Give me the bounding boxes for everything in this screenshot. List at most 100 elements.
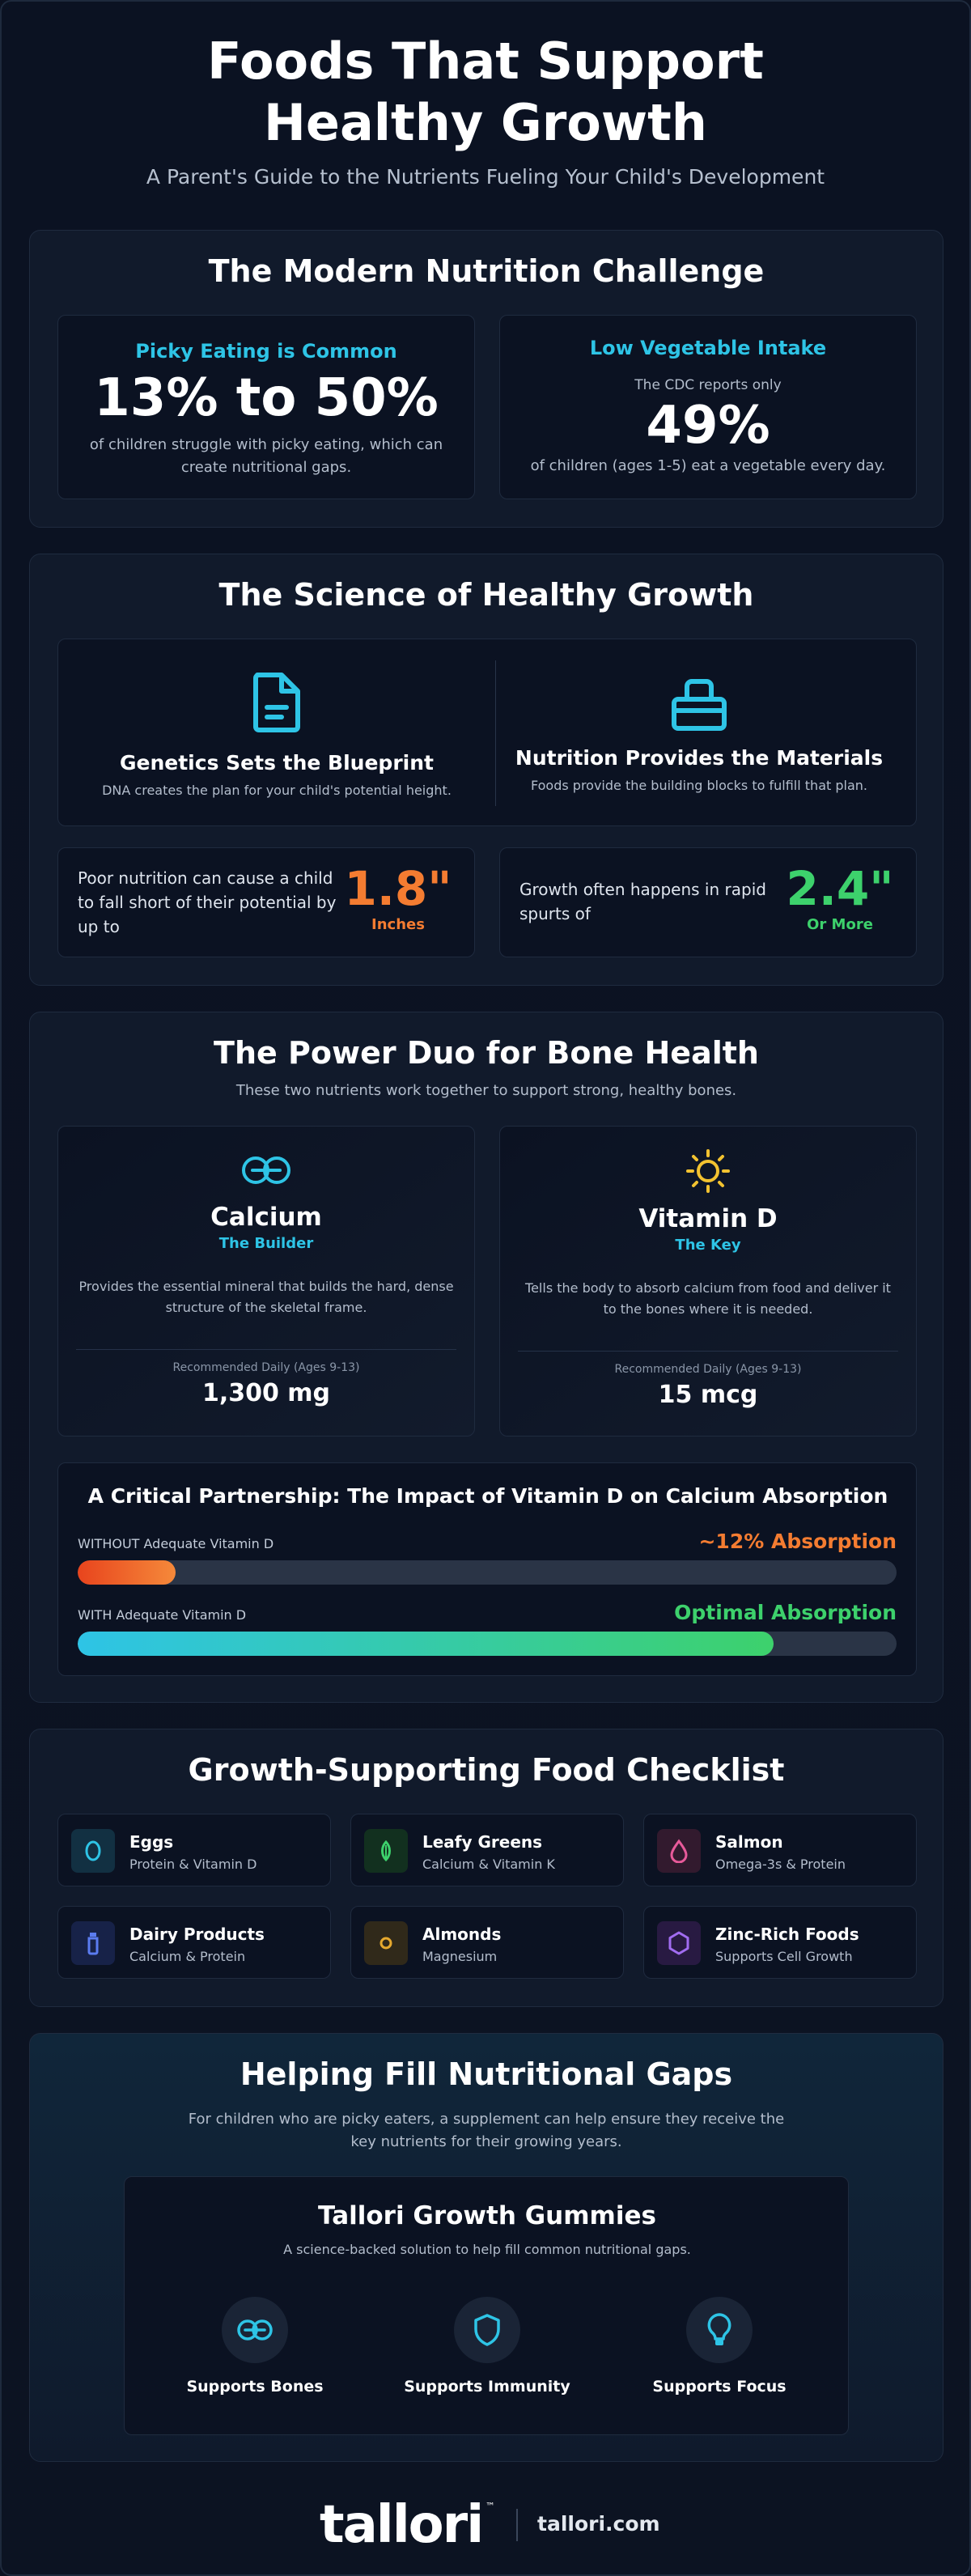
benefit-label: Supports Immunity <box>404 2378 570 2396</box>
veg-pre: The CDC reports only <box>634 377 782 393</box>
vitd-rec-label: Recommended Daily (Ages 9-13) <box>614 1363 802 1376</box>
picky-eating-card: Picky Eating is Common 13% to 50% of chi… <box>57 315 475 499</box>
nut-icon <box>364 1921 408 1965</box>
science-section: The Science of Healthy Growth Genetics S… <box>29 554 943 986</box>
food-card-salmon: Salmon Omega-3s & Protein <box>643 1814 917 1886</box>
food-name: Almonds <box>422 1925 502 1944</box>
calcium-role: The Builder <box>218 1235 314 1252</box>
vitd-divider <box>518 1351 898 1352</box>
genetics-title: Genetics Sets the Blueprint <box>120 751 434 774</box>
shortfall-unit: Inches <box>371 916 425 933</box>
calcium-divider <box>76 1349 456 1350</box>
gummies-card: Tallori Growth Gummies A science-backed … <box>124 2176 849 2435</box>
calcium-rec-label: Recommended Daily (Ages 9-13) <box>172 1361 360 1374</box>
food-desc: Calcium & Vitamin K <box>422 1857 555 1872</box>
benefit-immunity: Supports Immunity <box>382 2297 592 2396</box>
benefit-bones: Supports Bones <box>150 2297 360 2396</box>
shortfall-card: Poor nutrition can cause a child to fall… <box>57 847 475 957</box>
food-name: Zinc-Rich Foods <box>715 1925 859 1944</box>
checklist-section: Growth-Supporting Food Checklist Eggs Pr… <box>29 1729 943 2007</box>
food-name: Dairy Products <box>129 1925 265 1944</box>
food-desc: Protein & Vitamin D <box>129 1857 257 1872</box>
shield-icon <box>454 2297 520 2363</box>
vitd-desc: Tells the body to absorb calcium from fo… <box>525 1280 891 1317</box>
food-card-leafy-greens: Leafy Greens Calcium & Vitamin K <box>350 1814 624 1886</box>
nutrition-column: Nutrition Provides the Materials Foods p… <box>481 639 918 793</box>
gaps-title: Helping Fill Nutritional Gaps <box>240 2056 733 2092</box>
column-divider <box>495 660 496 806</box>
product-title: Tallori Growth Gummies <box>318 2201 656 2230</box>
veg-desc: of children (ages 1-5) eat a vegetable e… <box>530 457 886 474</box>
page-title: Foods That Support Healthy Growth <box>207 32 764 152</box>
leaf-icon <box>364 1829 408 1873</box>
food-card-almonds: Almonds Magnesium <box>350 1906 624 1979</box>
product-desc: A science-backed solution to help fill c… <box>283 2242 691 2257</box>
with-label: WITH Adequate Vitamin D <box>78 1607 247 1623</box>
picky-heading: Picky Eating is Common <box>135 340 397 363</box>
nutrition-desc: Foods provide the building blocks to ful… <box>531 778 867 793</box>
duo-title: The Power Duo for Bone Health <box>214 1035 759 1071</box>
food-desc: Magnesium <box>422 1949 498 1964</box>
document-icon <box>58 672 495 736</box>
drop-icon <box>657 1829 701 1873</box>
without-bar-track <box>78 1560 897 1585</box>
bottle-icon <box>71 1921 115 1965</box>
with-bar-track <box>78 1632 897 1656</box>
veg-stat: 49% <box>646 396 770 456</box>
food-name: Leafy Greens <box>422 1832 543 1852</box>
blueprint-card: Genetics Sets the Blueprint DNA creates … <box>57 639 917 826</box>
benefit-focus: Supports Focus <box>614 2297 825 2396</box>
challenge-title: The Modern Nutrition Challenge <box>208 253 765 289</box>
shortfall-text: Poor nutrition can cause a child to fall… <box>78 868 337 936</box>
food-name: Eggs <box>129 1832 174 1852</box>
vitd-role: The Key <box>675 1237 741 1254</box>
link-icon <box>222 2297 288 2363</box>
toolbox-icon <box>481 678 918 735</box>
food-card-eggs: Eggs Protein & Vitamin D <box>57 1814 331 1886</box>
partnership-card: A Critical Partnership: The Impact of Vi… <box>57 1462 917 1676</box>
spurts-unit: Or More <box>807 916 873 933</box>
shortfall-stat: 1.8" Inches <box>333 861 463 933</box>
vitamin-d-card: Vitamin D The Key Tells the body to abso… <box>499 1126 917 1437</box>
calcium-card: Calcium The Builder Provides the essenti… <box>57 1126 475 1437</box>
gaps-section: Helping Fill Nutritional Gaps For childr… <box>29 2033 943 2462</box>
website-link[interactable]: tallori.com <box>537 2512 660 2536</box>
brand-logo: tallori <box>320 2495 484 2555</box>
food-desc: Calcium & Protein <box>129 1949 246 1964</box>
hexagon-icon <box>657 1921 701 1965</box>
checklist-title: Growth-Supporting Food Checklist <box>188 1752 785 1788</box>
link-icon <box>58 1154 474 1190</box>
power-duo-section: The Power Duo for Bone Health These two … <box>29 1012 943 1703</box>
science-title: The Science of Healthy Growth <box>218 577 754 613</box>
gaps-desc: For children who are picky eaters, a sup… <box>188 2111 785 2150</box>
spurts-stat: 2.4" Or More <box>775 861 905 933</box>
vitd-rec-value: 15 mcg <box>658 1381 758 1409</box>
calcium-name: Calcium <box>210 1203 322 1232</box>
header: Foods That Support Healthy Growth A Pare… <box>29 2 942 189</box>
food-card-dairy: Dairy Products Calcium & Protein <box>57 1906 331 1979</box>
calcium-rec-value: 1,300 mg <box>201 1379 331 1407</box>
picky-stat: 13% to 50% <box>94 368 439 428</box>
genetics-desc: DNA creates the plan for your child's po… <box>102 783 452 798</box>
food-desc: Supports Cell Growth <box>715 1949 853 1964</box>
with-bar-fill <box>78 1632 774 1656</box>
food-card-zinc: Zinc-Rich Foods Supports Cell Growth <box>643 1906 917 1979</box>
picky-desc: of children struggle with picky eating, … <box>89 436 443 476</box>
food-name: Salmon <box>715 1832 783 1852</box>
veg-heading: Low Vegetable Intake <box>589 337 827 359</box>
nutrition-title: Nutrition Provides the Materials <box>515 746 884 770</box>
duo-subtitle: These two nutrients work together to sup… <box>235 1082 737 1099</box>
vegetable-card: Low Vegetable Intake The CDC reports onl… <box>499 315 917 499</box>
without-label: WITHOUT Adequate Vitamin D <box>78 1536 274 1551</box>
partnership-title: A Critical Partnership: The Impact of Vi… <box>87 1484 888 1508</box>
benefit-label: Supports Focus <box>652 2378 787 2396</box>
shortfall-value: 1.8" <box>344 861 452 916</box>
spurts-value: 2.4" <box>786 861 894 916</box>
benefit-label: Supports Bones <box>186 2378 324 2396</box>
lightbulb-icon <box>686 2297 753 2363</box>
spurts-text: Growth often happens in rapid spurts of <box>519 880 766 923</box>
spurts-card: Growth often happens in rapid spurts of … <box>499 847 917 957</box>
egg-icon <box>71 1829 115 1873</box>
without-bar-fill <box>78 1560 176 1585</box>
